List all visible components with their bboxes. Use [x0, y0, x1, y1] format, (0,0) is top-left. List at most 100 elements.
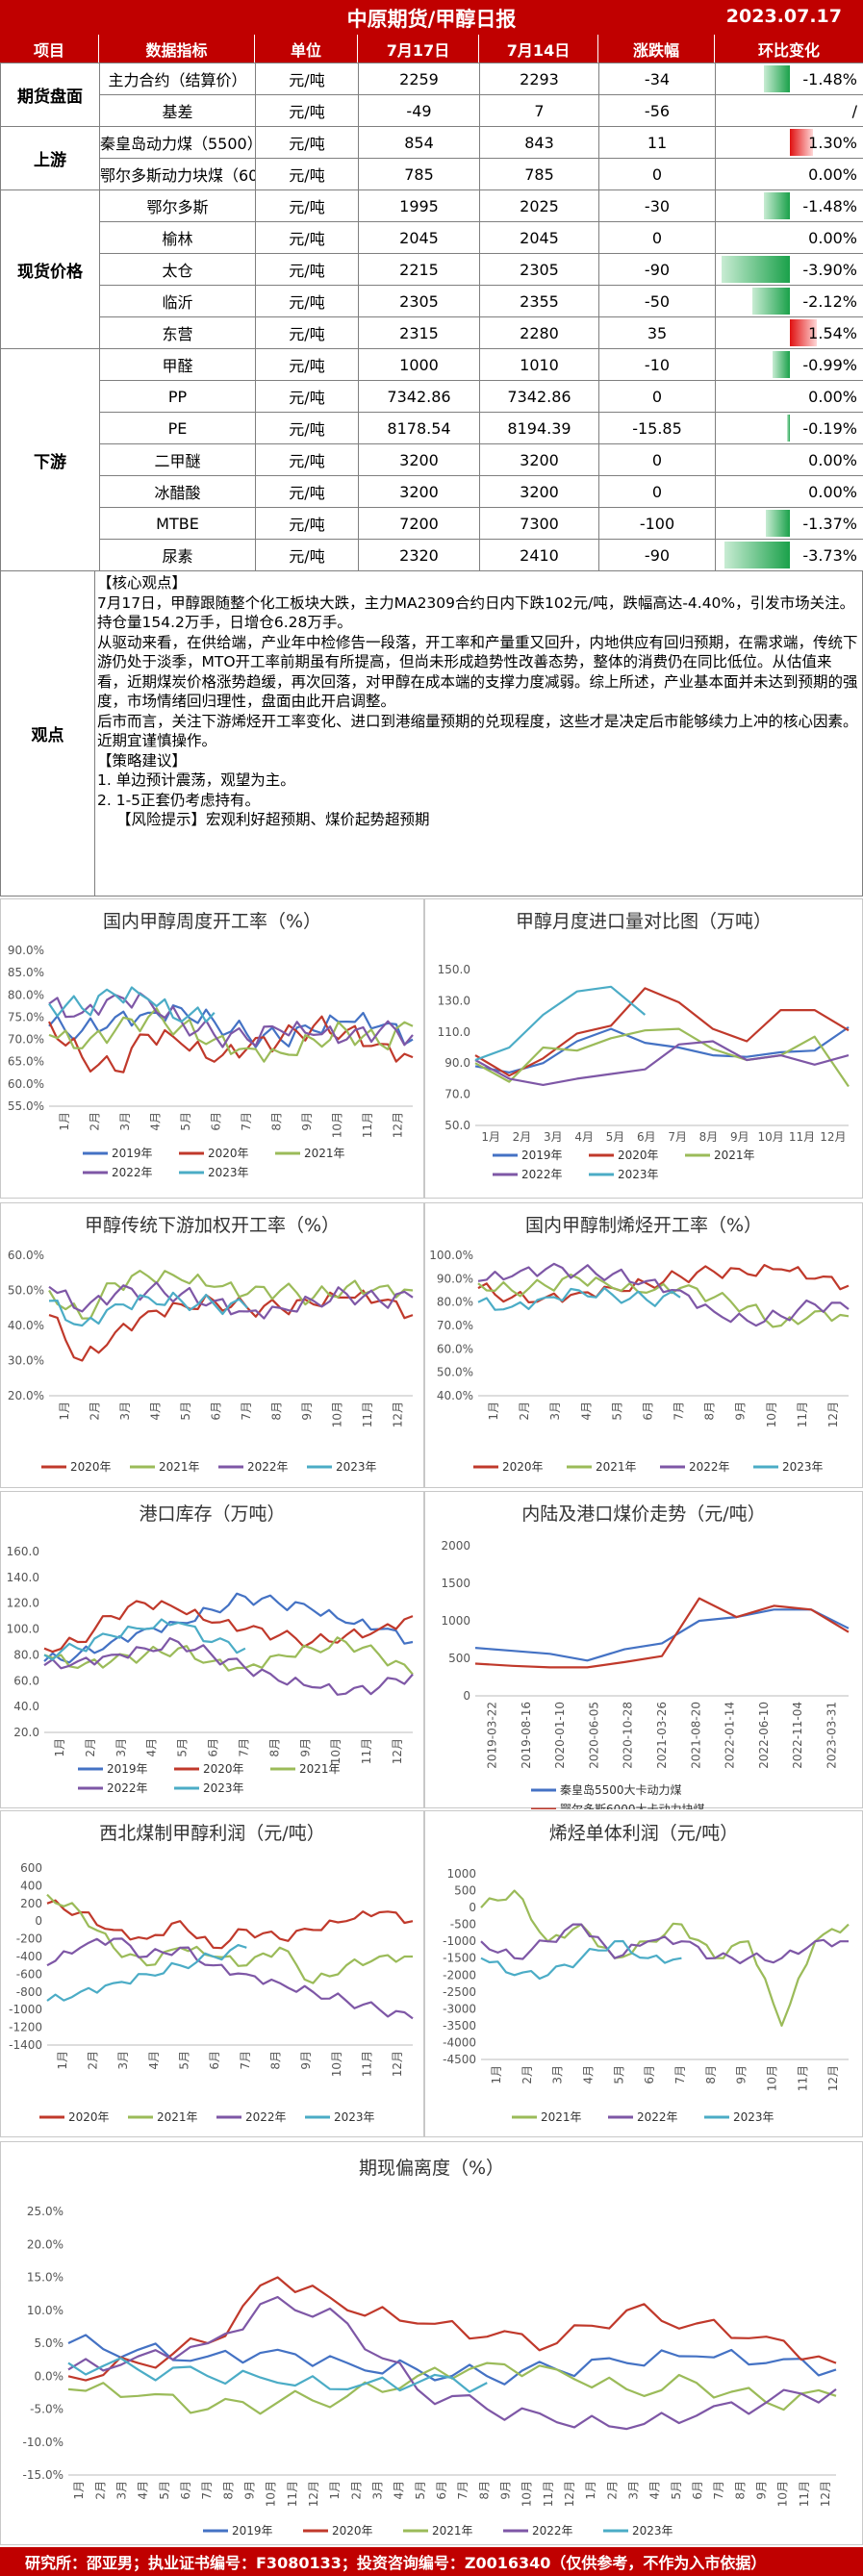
y-tick-label: -200: [16, 1932, 42, 1946]
x-tick-label: 6月: [208, 2051, 221, 2070]
x-tick-label: 10月: [776, 2481, 790, 2507]
x-tick-label: 4月: [393, 2481, 406, 2500]
x-tick-label: 5月: [610, 1402, 623, 1421]
pct-change-cell: -2.12%: [715, 285, 863, 317]
value-cell-date1: 785: [358, 158, 480, 190]
x-tick-label: 2019-03-22: [486, 1702, 499, 1769]
y-tick-label: -2500: [443, 1985, 476, 1999]
x-tick-label: 1月: [481, 1130, 500, 1144]
unit-cell: 元/吨: [255, 475, 359, 508]
pct-change-cell: 1.30%: [715, 126, 863, 159]
table-row: 冰醋酸 元/吨 3200 3200 0 0.00%: [1, 475, 863, 508]
y-tick-label: -1500: [443, 1952, 476, 1965]
series-line: [46, 1899, 414, 1950]
y-tick-label: 0: [463, 1689, 470, 1703]
x-tick-label: 2月: [88, 1112, 101, 1131]
x-tick-label: 6月: [209, 1112, 222, 1131]
chart-plot: 150.0 130.0 110.0 90.0 70.0 50.0 1月 2月 3月 4月 5月 6月 7…: [438, 963, 850, 1181]
pct-change-text: 0.00%: [808, 450, 857, 469]
indicator-cell: 冰醋酸: [99, 475, 256, 508]
y-tick-label: 100.0%: [429, 1249, 473, 1262]
series-line: [48, 986, 216, 1023]
table-row: MTBE 元/吨 7200 7300 -100 -1.37%: [1, 507, 863, 540]
legend-label: 2021年: [596, 1460, 637, 1474]
axis-group: 90.0% 85.0% 80.0% 75.0% 70.0% 65.0% 60.0% 55.0%…: [8, 944, 413, 1138]
pct-change-text: -3.90%: [802, 260, 857, 279]
x-tick-label: 12月: [391, 1402, 404, 1427]
x-tick-label: 3月: [626, 2481, 640, 2500]
legend-label: 2023年: [334, 2110, 375, 2124]
data-bar: [724, 542, 790, 568]
series-line: [48, 1281, 414, 1320]
series-line: [480, 1923, 849, 1965]
y-tick-label: 90.0%: [8, 944, 44, 957]
value-cell-date2: 7342.86: [479, 380, 599, 413]
y-tick-label: 400: [20, 1879, 42, 1892]
change-cell: -30: [598, 189, 716, 222]
series-line: [48, 1291, 249, 1327]
unit-cell: 元/吨: [255, 412, 359, 444]
x-tick-label: 11月: [361, 2051, 374, 2077]
x-tick-label: 8月: [221, 2481, 235, 2500]
series-group: [474, 1597, 850, 1669]
y-tick-label: 70.0%: [437, 1319, 473, 1332]
series-line: [48, 1289, 414, 1362]
y-tick-label: -3000: [443, 2002, 476, 2015]
y-tick-label: 0: [35, 1914, 42, 1928]
x-tick-label: 6月: [691, 2481, 704, 2500]
chart-plot: 25.0% 20.0% 15.0% 10.0% 5.0% 0.0% -5.0% -10.0% -…: [23, 2205, 837, 2538]
chart-plot: 100.0% 90.0% 80.0% 70.0% 60.0% 50.0% 40.0% 1月 2月…: [429, 1249, 850, 1474]
chart-title: 国内甲醇制烯烃开工率（%）: [524, 1215, 763, 1236]
change-cell: 0: [598, 443, 716, 476]
x-tick-label: 9月: [754, 2481, 768, 2500]
price-table: 期货盘面 主力合约（结算价） 元/吨 2259 2293 -34 -1.48% 基差 元/吨 -4…: [0, 63, 863, 571]
legend: 2020年 2021年 2022年 2023年: [39, 2110, 375, 2124]
value-cell-date1: 2305: [358, 285, 480, 317]
y-tick-label: 60.0: [13, 1674, 39, 1687]
x-tick-label: 6月: [643, 2065, 656, 2084]
x-tick-label: 2月: [518, 1402, 531, 1421]
legend-label: 2020年: [502, 1460, 544, 1474]
pct-change-cell: -1.37%: [715, 507, 863, 540]
chart-coal-methanol-profit: 西北煤制甲醇利润（元/吨） 600 400 200 0 -200 -400 -600 -800…: [0, 1810, 424, 2137]
y-tick-label: 40.0%: [8, 1319, 44, 1332]
chart-methanol-weekly-operating-rate: 国内甲醇周度开工率（%） 90.0% 85.0% 80.0% 75.0% 70.0% 65…: [0, 898, 424, 1199]
chart-downstream-operating-rate: 甲醇传统下游加权开工率（%） 60.0% 50.0% 40.0% 30.0% 20.0%…: [0, 1202, 424, 1488]
legend-label: 2020年: [208, 1147, 249, 1160]
legend-label: 2020年: [618, 1149, 659, 1162]
x-tick-label: 12月: [391, 1112, 404, 1138]
report-title: 中原期货/甲醇日报: [346, 8, 517, 31]
y-tick-label: 80.0: [13, 1648, 39, 1661]
x-tick-label: 10月: [330, 1402, 343, 1427]
x-tick-label: 9月: [298, 1738, 312, 1757]
legend-label: 2023年: [208, 1166, 249, 1179]
x-tick-label: 7月: [673, 1402, 686, 1421]
legend-label: 2022年: [112, 1166, 153, 1179]
legend-label: 2020年: [332, 2524, 373, 2538]
chart-title: 期现偏离度（%）: [358, 2158, 505, 2179]
pct-change-text: -1.48%: [802, 196, 857, 215]
value-cell-date2: 2045: [479, 221, 599, 254]
pct-change-cell: 0.00%: [715, 380, 863, 413]
y-tick-label: -2000: [443, 1968, 476, 1982]
x-tick-label: 12月: [563, 2481, 576, 2507]
legend-label: 2023年: [203, 1781, 244, 1795]
data-bar: [764, 192, 790, 219]
y-tick-label: 25.0%: [27, 2205, 63, 2218]
indicator-cell: 基差: [99, 94, 256, 127]
x-tick-label: 4月: [574, 1130, 594, 1144]
y-tick-label: 60.0%: [8, 1249, 44, 1262]
x-tick-label: 7月: [239, 2051, 252, 2070]
legend: 2019年 2020年 2021年 2022年 2023年: [493, 1149, 755, 1181]
x-tick-label: 1月: [487, 1402, 500, 1421]
series-line: [46, 1944, 247, 2002]
table-row: 二甲醚 元/吨 3200 3200 0 0.00%: [1, 443, 863, 476]
chart-plot: 1000 500 0 -500 -1000 -1500 -2000 -2500 -3000 -35…: [443, 1867, 850, 2124]
legend-label: 2020年: [203, 1762, 244, 1776]
x-tick-label: 4月: [579, 1402, 593, 1421]
value-cell-date2: 785: [479, 158, 599, 190]
x-tick-label: 11月: [789, 1130, 815, 1144]
unit-cell: 元/吨: [255, 158, 359, 190]
value-cell-date1: 8178.54: [358, 412, 480, 444]
viewpoint-line: 1. 单边预计震荡，观望为主。: [97, 771, 295, 789]
